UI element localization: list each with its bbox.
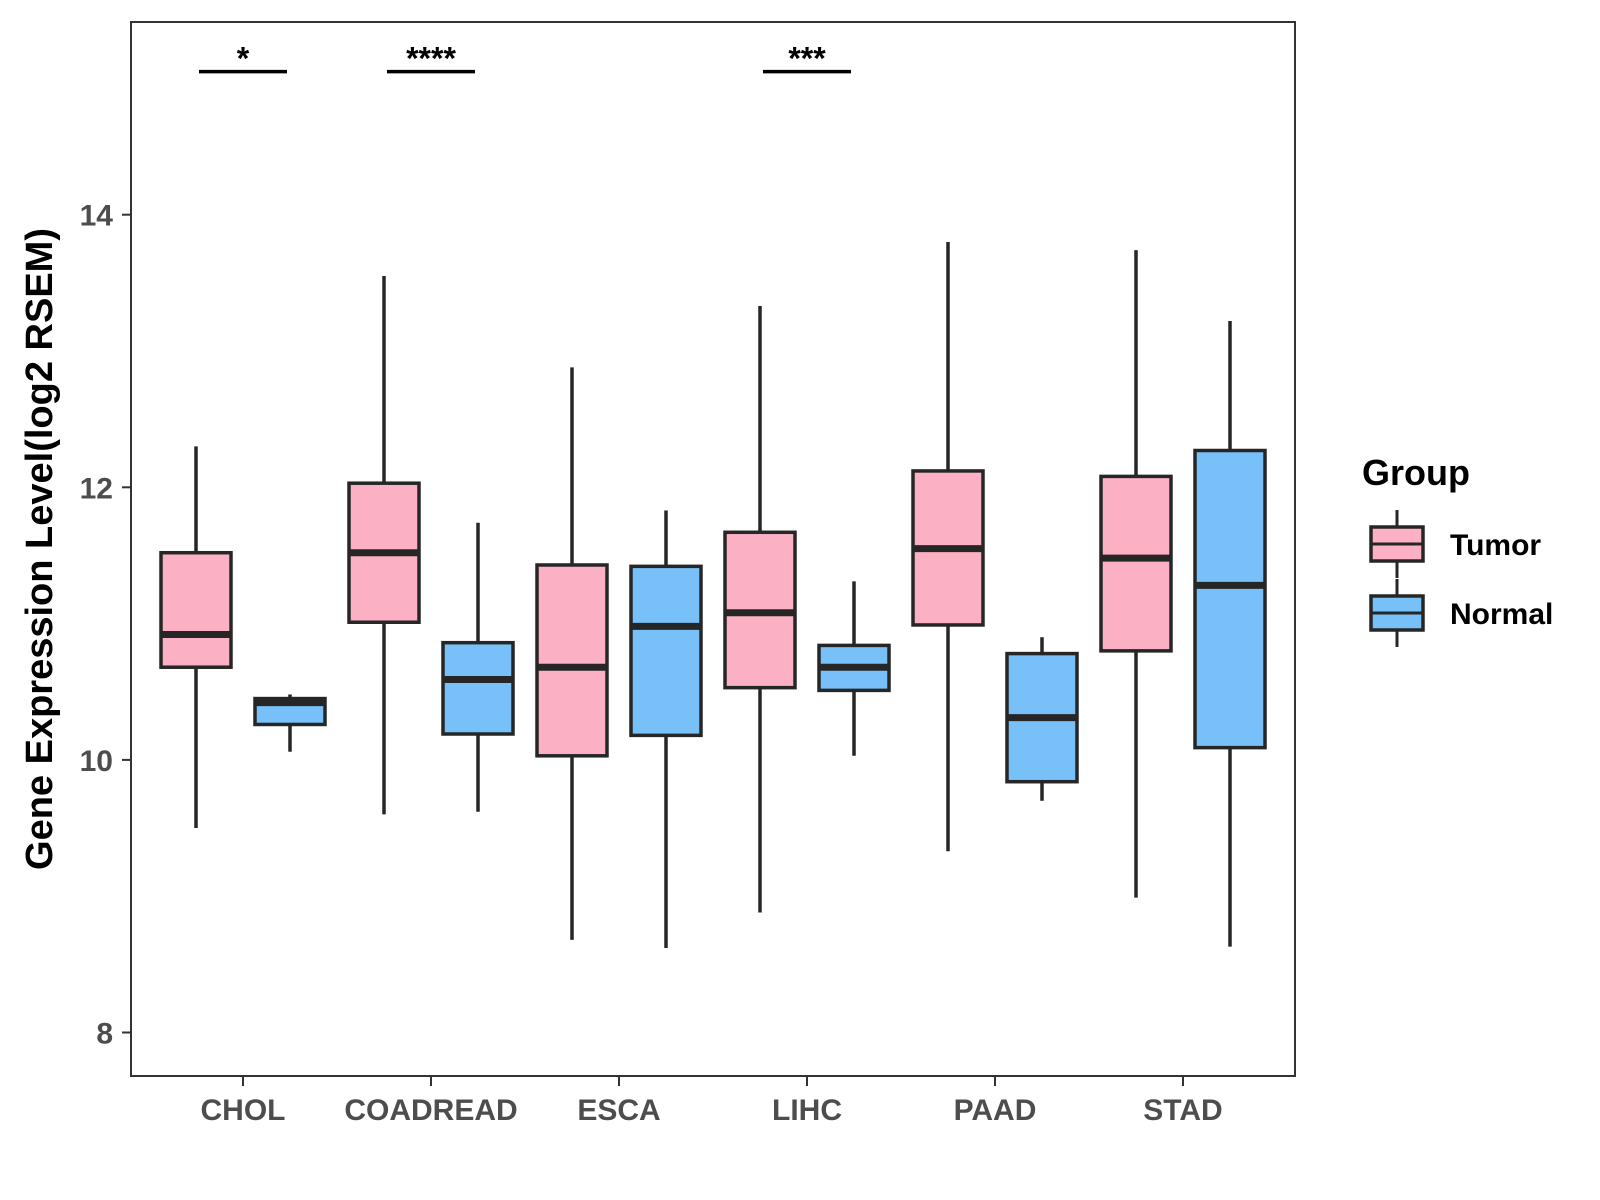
x-tick-label: CHOL bbox=[201, 1094, 286, 1127]
legend-label: Tumor bbox=[1450, 529, 1541, 562]
y-tick-label: 10 bbox=[80, 745, 113, 778]
x-tick-label: STAD bbox=[1143, 1094, 1222, 1127]
box-normal-coadread bbox=[441, 522, 515, 812]
box-iqr bbox=[1193, 448, 1267, 750]
legend-item-normal: Normal bbox=[1369, 579, 1553, 647]
box-tumor-paad bbox=[911, 241, 985, 852]
y-axis: 8 10 12 14 bbox=[80, 200, 131, 1051]
significance-label: *** bbox=[788, 41, 826, 77]
box-iqr bbox=[159, 550, 233, 669]
significance-group: * **** *** bbox=[199, 41, 851, 77]
box-normal-esca bbox=[629, 510, 703, 948]
box-iqr bbox=[629, 564, 703, 738]
box-iqr bbox=[535, 563, 609, 758]
y-tick-label: 14 bbox=[80, 200, 114, 233]
legend-item-tumor: Tumor bbox=[1369, 510, 1541, 578]
significance-label: **** bbox=[406, 41, 456, 77]
legend-title: Group bbox=[1362, 452, 1470, 493]
box-tumor-esca bbox=[535, 367, 609, 940]
significance-label: * bbox=[237, 41, 250, 77]
legend: Group Tumor Normal bbox=[1362, 452, 1553, 647]
x-tick-label: LIHC bbox=[772, 1094, 842, 1127]
box-tumor-coadread bbox=[347, 276, 421, 815]
box-iqr bbox=[441, 640, 515, 736]
box-normal-chol bbox=[253, 694, 327, 752]
box-normal-paad bbox=[1005, 637, 1079, 801]
x-tick-label: COADREAD bbox=[344, 1094, 517, 1127]
box-iqr bbox=[1099, 474, 1173, 653]
box-series-group bbox=[159, 241, 1267, 948]
x-tick-label: PAAD bbox=[954, 1094, 1037, 1127]
x-axis: CHOL COADREAD ESCA LIHC PAAD STAD bbox=[201, 1076, 1223, 1127]
box-normal-lihc bbox=[817, 581, 891, 756]
x-tick-label: ESCA bbox=[577, 1094, 660, 1127]
y-tick-label: 8 bbox=[96, 1018, 113, 1051]
box-tumor-lihc bbox=[723, 306, 797, 913]
box-tumor-chol bbox=[159, 446, 233, 829]
y-axis-title: Gene Expression Level(log2 RSEM) bbox=[19, 228, 61, 870]
y-tick-label: 12 bbox=[80, 472, 113, 505]
box-tumor-stad bbox=[1099, 250, 1173, 898]
box-normal-stad bbox=[1193, 321, 1267, 947]
legend-label: Normal bbox=[1450, 598, 1553, 631]
